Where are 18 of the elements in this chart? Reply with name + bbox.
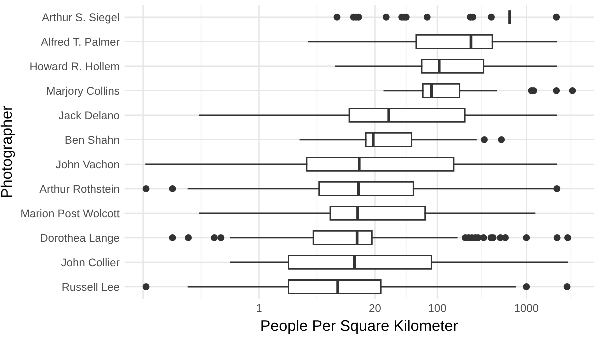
x-tick-label: 1000 xyxy=(515,304,539,312)
y-tick-label: Arthur S. Siegel xyxy=(42,13,120,24)
x-tick-label: 20 xyxy=(370,304,381,312)
y-tick-label: Dorothea Lange xyxy=(41,234,120,244)
y-tick-label: Marion Post Wolcott xyxy=(22,209,120,218)
y-tick-label: John Collier xyxy=(61,258,120,267)
y-tick-label: Marjory Collins xyxy=(47,86,120,98)
y-tick-label: Jack Delano xyxy=(58,111,120,120)
y-tick-label: Ben Shahn xyxy=(66,136,120,144)
x-tick-label: 1 xyxy=(257,304,262,312)
y-tick-label: Arthur Rothstein xyxy=(40,184,120,194)
x-tick-label: 100 xyxy=(429,304,446,312)
y-tick-label: Alfred T. Palmer xyxy=(41,38,120,46)
y-tick-label: Howard R. Hollem xyxy=(30,62,120,71)
y-axis-title: Photographer xyxy=(0,106,16,198)
y-tick-label: John Vachon xyxy=(56,160,120,169)
y-tick-label: Russell Lee xyxy=(62,282,120,292)
x-axis-title: People Per Square Kilometer xyxy=(262,320,458,334)
